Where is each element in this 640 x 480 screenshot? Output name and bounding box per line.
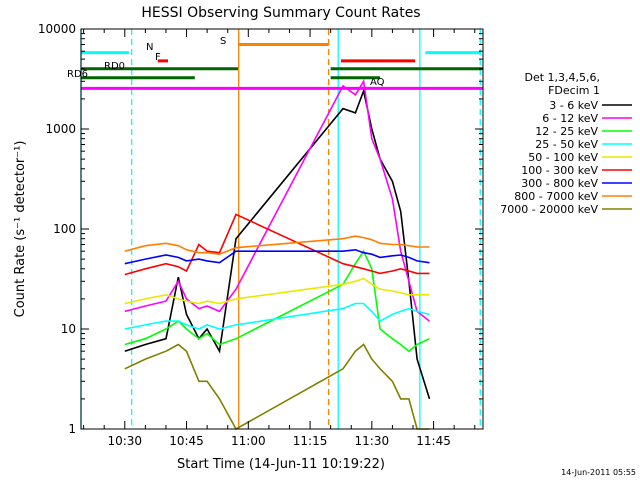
legend-label-5: 50 - 100 keV [528,151,598,164]
x-tick-label-6: 11:45 [416,434,451,448]
flag-label-1: N [146,42,153,53]
series-line-6 [124,213,430,276]
series-line-5 [124,277,430,305]
series-line-9 [124,343,430,431]
chart-title: HESSI Observing Summary Count Rates [141,5,420,21]
series-line-2 [124,78,430,322]
y-tick-label-2: 10 [61,322,76,336]
legend-label-6: 100 - 300 keV [521,164,598,177]
legend-label-8: 800 - 7000 keV [514,190,598,203]
x-axis-label: Start Time (14-Jun-11 10:19:22) [177,457,385,472]
legend-label-7: 300 - 800 keV [521,177,598,190]
flag-label-3: S [220,36,226,47]
flag-label-6: AQ [370,77,385,88]
x-tick-label-2: 10:45 [169,434,204,448]
series-line-1 [124,88,431,400]
series-line-8 [124,235,430,256]
y-tick-label-5: 10000 [38,22,76,36]
axes: 10:30 10:45 11:00 11:15 11:30 11:45 1 10 100 1000… [38,22,483,448]
flag-label-5: RD6 [67,69,88,80]
series-line-4 [124,302,430,330]
y-tick-label-1: 1 [68,422,76,436]
x-tick-label-3: 11:00 [231,434,266,448]
x-tick-label-4: 11:15 [293,434,328,448]
legend-label-2: 6 - 12 keV [542,112,598,125]
y-tick-label-4: 1000 [45,122,76,136]
series-line-7 [124,248,430,265]
legend-header-1: Det 1,3,4,5,6, [524,71,600,84]
flag-label-2: F [155,52,161,63]
legend-label-9: 7000 - 20000 keV [500,203,598,216]
x-tick-label-1: 10:30 [107,434,142,448]
plot-marks: NF S RD0 RD6 AQ [67,29,483,431]
flag-label-4: RD0 [104,61,125,72]
legend-header-2: FDecim 1 [548,84,600,97]
legend-label-1: 3 - 6 keV [549,99,598,112]
legend-label-4: 25 - 50 keV [535,138,598,151]
x-tick-label-5: 11:30 [355,434,390,448]
y-tick-label-3: 100 [53,222,76,236]
legend-label-3: 12 - 25 keV [535,125,598,138]
y-axis-label: Count Rate (s⁻¹ detector⁻¹) [13,141,28,318]
footer-timestamp: 14-Jun-2011 05:55 [561,468,636,477]
